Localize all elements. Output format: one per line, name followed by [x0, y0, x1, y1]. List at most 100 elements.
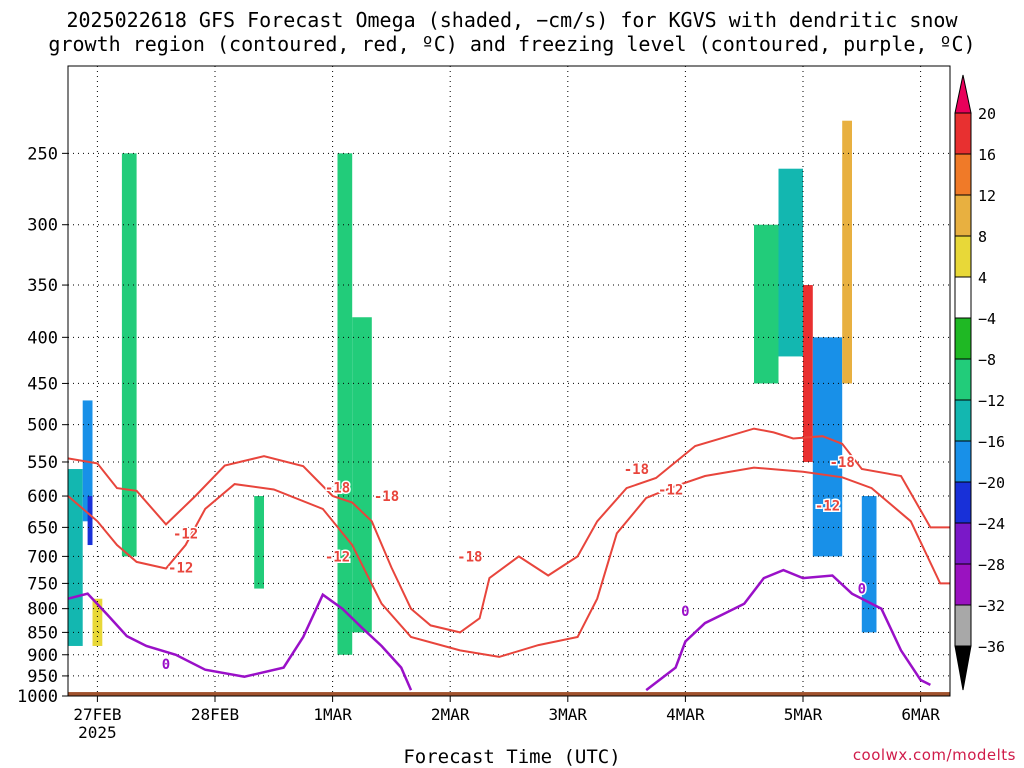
colorbar-seg-1: [954, 112, 972, 155]
watermark: coolwx.com/modelts: [852, 746, 1016, 764]
dendritic-label-6: -18: [624, 462, 649, 478]
colorbar-seg-13: [954, 604, 972, 647]
x-tick-label-3MAR: 3MAR: [549, 705, 588, 724]
omega-region-6: [254, 496, 264, 589]
colorbar-seg-11: [954, 522, 972, 565]
y-tick-label-350: 350: [27, 276, 58, 296]
dendritic-label-3: -12: [168, 560, 193, 576]
y-tick-label-750: 750: [27, 574, 58, 594]
omega-region-5: [156, 262, 166, 425]
dendritic-contour-0: [67, 427, 950, 634]
omega-region-14: [754, 224, 779, 384]
colorbar-seg-7: [954, 358, 972, 401]
x-tick-label-2MAR: 2MAR: [431, 705, 470, 724]
contour-layer: -18 -12 -18 -12 -18 -12 -18 -12 -18 -12 0 0 0: [67, 427, 950, 692]
colorbar-seg-8: [954, 399, 972, 442]
freezing-label-2: 0: [858, 582, 866, 598]
x-axis-label: Forecast Time (UTC): [403, 746, 621, 768]
freezing-label-1: 0: [681, 604, 689, 620]
dendritic-label-2: -18: [325, 480, 350, 496]
colorbar-label-1: 16: [978, 146, 996, 164]
colorbar-label-2: 12: [978, 187, 996, 205]
x-tick-label-27FEB: 27FEB: [73, 705, 121, 724]
dendritic-label-1: -12: [173, 526, 198, 542]
omega-region-15: [778, 168, 803, 357]
ground-layer: [68, 692, 950, 696]
colorbar-bottom-arrow: [954, 645, 972, 691]
colorbar-label-5: −4: [978, 310, 996, 328]
y-tick-label-850: 850: [27, 623, 58, 643]
colorbar-label-13: −36: [978, 638, 1005, 656]
colorbar-seg-5: [954, 276, 972, 319]
y-tick-label-300: 300: [27, 216, 58, 236]
omega-region-18: [842, 120, 852, 384]
omega-region-10: [460, 183, 475, 286]
colorbar-label-7: −12: [978, 392, 1005, 410]
y-axis: 250 300 350 400 450 500 550 600 650 700 750 800 850 9…: [17, 144, 68, 707]
y-tick-label-700: 700: [27, 547, 58, 567]
omega-region-4: [121, 153, 137, 557]
y-tick-label-450: 450: [27, 374, 58, 394]
dendritic-label-7: -12: [658, 482, 683, 498]
x-tick-label-4MAR: 4MAR: [666, 705, 705, 724]
y-tick-label-800: 800: [27, 600, 58, 620]
colorbar-label-11: −28: [978, 556, 1005, 574]
x-year-label: 2025: [78, 723, 117, 742]
freezing-contour-1: [645, 568, 931, 692]
colorbar: 20 16 12 8 4 −4 −8 −12 −16 −20 −24 −28 −32 −36: [954, 74, 1005, 691]
x-tick-label-1MAR: 1MAR: [313, 705, 352, 724]
y-tick-label-600: 600: [27, 487, 58, 507]
dendritic-label-4: -18: [457, 549, 482, 565]
x-axis: 27FEB 28FEB 1MAR 2MAR 3MAR 4MAR 5MAR 6MAR 2025: [73, 696, 940, 742]
y-tick-label-950: 950: [27, 667, 58, 687]
y-tick-label-400: 400: [27, 328, 58, 348]
y-tick-label-650: 650: [27, 518, 58, 538]
omega-region-9: [352, 317, 372, 633]
omega-region-7: [264, 608, 274, 664]
colorbar-label-0: 20: [978, 105, 996, 123]
colorbar-seg-9: [954, 440, 972, 483]
y-tick-label-500: 500: [27, 416, 58, 436]
colorbar-label-6: −8: [978, 351, 996, 369]
omega-region-2: [87, 496, 93, 546]
colorbar-label-12: −32: [978, 597, 1005, 615]
colorbar-seg-12: [954, 563, 972, 606]
colorbar-label-4: 4: [978, 269, 987, 287]
colorbar-label-10: −24: [978, 515, 1005, 533]
omega-region-0: [68, 469, 83, 646]
dendritic-label-8: -18: [830, 455, 855, 471]
chart-title-line-2: growth region (contoured, red, ºC) and f…: [48, 32, 976, 56]
freezing-label-0: 0: [162, 657, 170, 673]
x-tick-label-5MAR: 5MAR: [784, 705, 823, 724]
plot-frame: [67, 65, 951, 697]
omega-region-16: [803, 285, 813, 462]
freezing-contour-0: [67, 592, 413, 691]
omega-region-13: [670, 317, 691, 497]
omega-region-3: [92, 598, 103, 646]
colorbar-seg-6: [954, 317, 972, 360]
y-tick-label-550: 550: [27, 453, 58, 473]
y-tick-label-250: 250: [27, 144, 58, 164]
omega-shading-layer: [68, 120, 877, 664]
colorbar-label-3: 8: [978, 228, 987, 246]
colorbar-label-8: −16: [978, 433, 1005, 451]
y-tick-label-900: 900: [27, 646, 58, 666]
colorbar-label-9: −20: [978, 474, 1005, 492]
dendritic-contour-1: [67, 466, 950, 658]
omega-region-17: [812, 337, 843, 557]
x-tick-label-28FEB: 28FEB: [191, 705, 239, 724]
dendritic-label-9: -12: [815, 499, 840, 515]
colorbar-seg-4: [954, 235, 972, 278]
omega-region-8: [337, 153, 353, 655]
dendritic-label-0: -18: [374, 489, 399, 505]
colorbar-seg-3: [954, 194, 972, 237]
omega-region-19: [861, 496, 877, 633]
y-tick-label-1000: 1000: [17, 687, 58, 707]
omega-region-11: [474, 262, 485, 425]
ground-strip: [68, 692, 950, 696]
colorbar-top-arrow: [954, 74, 972, 114]
x-tick-label-6MAR: 6MAR: [901, 705, 940, 724]
colorbar-seg-10: [954, 481, 972, 524]
chart-title-line-1: 2025022618 GFS Forecast Omega (shaded, −…: [66, 8, 958, 32]
